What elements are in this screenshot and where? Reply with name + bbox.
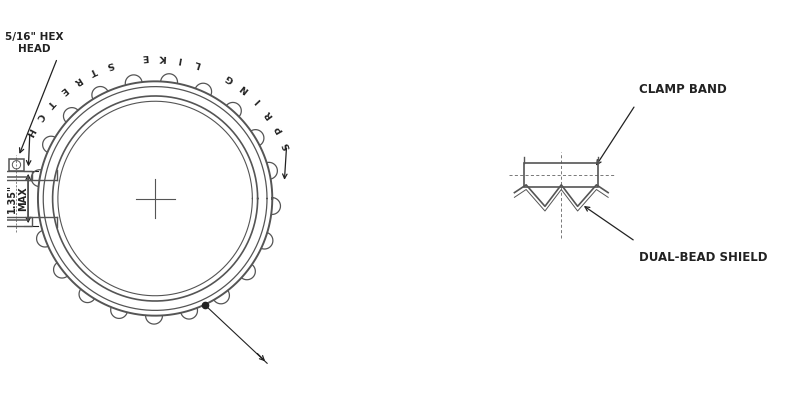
Text: T: T: [88, 66, 98, 76]
Bar: [9, 158, 24, 171]
Text: 1.35"
MAX: 1.35" MAX: [6, 184, 28, 213]
Text: G: G: [225, 72, 236, 84]
Text: I: I: [253, 96, 262, 105]
Text: K: K: [159, 52, 166, 62]
Text: E: E: [58, 85, 69, 96]
Text: CLAMP BAND: CLAMP BAND: [639, 83, 727, 96]
Text: T: T: [45, 97, 56, 108]
Text: C: C: [34, 111, 45, 122]
Text: S: S: [105, 59, 114, 69]
Bar: [5, 177, 28, 220]
Text: 5/16" HEX
HEAD: 5/16" HEX HEAD: [5, 33, 63, 54]
Bar: [524, 163, 598, 187]
Text: N: N: [239, 83, 251, 94]
Bar: [2, 171, 32, 179]
Text: S: S: [281, 141, 292, 150]
Text: H: H: [24, 126, 36, 137]
Bar: [2, 218, 32, 226]
Text: I: I: [177, 54, 183, 64]
Text: R: R: [72, 74, 83, 85]
Text: R: R: [264, 109, 275, 120]
Text: E: E: [141, 52, 149, 62]
Text: L: L: [193, 58, 202, 68]
Text: DUAL-BEAD SHIELD: DUAL-BEAD SHIELD: [639, 251, 768, 264]
Text: P: P: [273, 124, 284, 135]
